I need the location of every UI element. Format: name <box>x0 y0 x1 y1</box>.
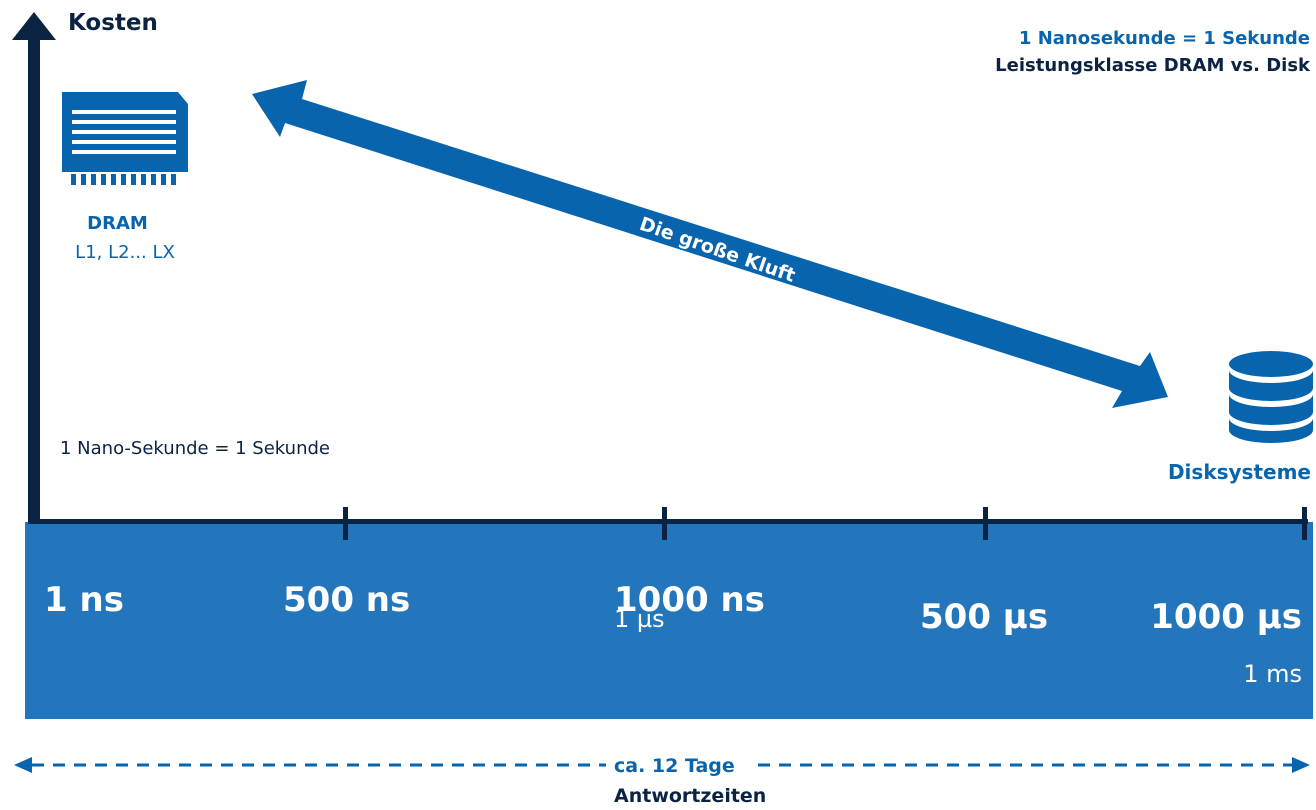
tick-label-1000ns: 1000 ns <box>614 580 765 620</box>
span-arrowhead-right <box>1292 757 1310 773</box>
tick-label-1ns: 1 ns <box>44 580 124 620</box>
x-axis-line <box>28 519 1308 524</box>
timeline-band <box>25 522 1313 719</box>
note-text: 1 Nano-Sekunde = 1 Sekunde <box>60 438 330 459</box>
y-axis-arrowhead <box>12 12 56 40</box>
y-axis <box>12 12 56 526</box>
y-axis-label: Kosten <box>68 10 158 36</box>
disk-title: Disksysteme <box>1167 460 1311 484</box>
header-line-2: Leistungsklasse DRAM vs. Disk <box>995 55 1310 76</box>
tick-sublabel-1us: 1 µs <box>614 605 665 633</box>
gap-arrow: Die große Kluft <box>252 80 1168 408</box>
memory-module-icon <box>62 92 188 185</box>
header-line-1: 1 Nanosekunde = 1 Sekunde <box>1018 28 1310 49</box>
database-icon <box>1229 351 1313 443</box>
tick-500us <box>983 507 988 540</box>
tick-1000ns <box>662 507 667 540</box>
tick-sublabel-1ms: 1 ms <box>1243 660 1302 688</box>
dram-title: DRAM <box>87 213 148 234</box>
span-caption: Antwortzeiten <box>614 785 767 807</box>
dram-subtitle: L1, L2... LX <box>75 242 175 263</box>
tick-label-500ns: 500 ns <box>283 580 411 620</box>
tick-500ns <box>343 507 348 540</box>
span-label: ca. 12 Tage <box>614 755 735 777</box>
tick-label-1000us: 1000 µs <box>1150 597 1302 637</box>
tick-1000us <box>1302 507 1307 540</box>
span-arrow <box>14 757 1310 773</box>
gap-arrow-shape <box>252 80 1168 408</box>
span-arrowhead-left <box>14 757 32 773</box>
y-axis-line <box>28 36 40 526</box>
tick-label-500us: 500 µs <box>920 597 1049 637</box>
